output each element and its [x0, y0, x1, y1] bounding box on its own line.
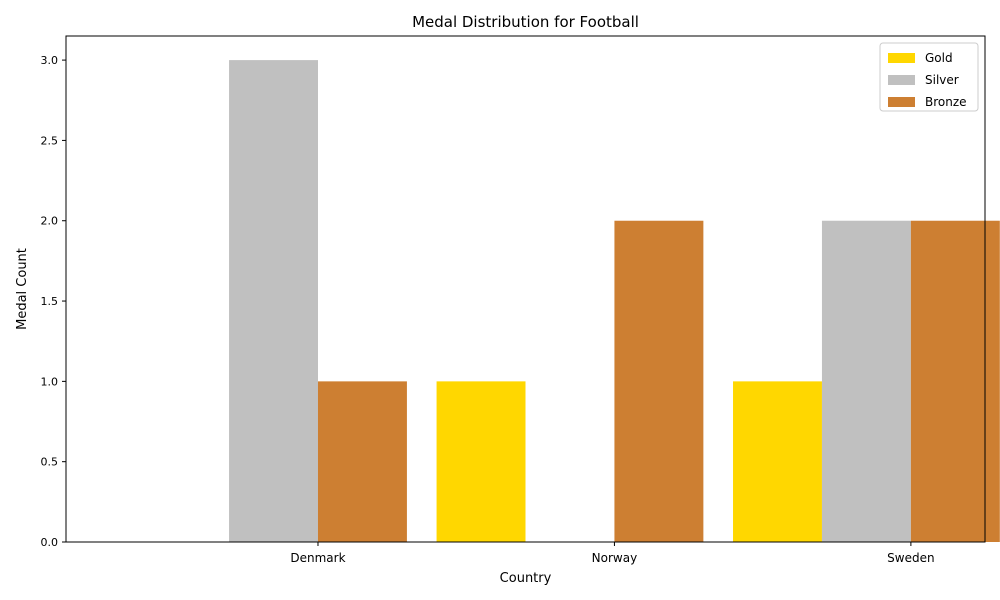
y-tick-label: 1.0 [41, 375, 59, 388]
bar-silver-denmark [229, 60, 318, 542]
y-tick-label: 3.0 [41, 54, 59, 67]
x-axis: Denmark Norway Sweden [290, 542, 935, 565]
legend-swatch-bronze [888, 97, 915, 107]
y-axis: 0.0 0.5 1.0 1.5 2.0 2.5 3.0 [41, 54, 66, 549]
legend: Gold Silver Bronze [879, 42, 979, 112]
chart-title: Medal Distribution for Football [412, 13, 639, 31]
y-tick-label: 1.5 [41, 295, 59, 308]
plot-frame [65, 35, 986, 543]
legend-swatch-gold [888, 53, 915, 63]
bar-gold-sweden [733, 381, 822, 542]
bar-silver-sweden [821, 220, 911, 542]
bar-bronze-denmark [317, 381, 407, 542]
legend-label-silver: Silver [925, 73, 959, 87]
y-tick-label: 0.5 [41, 456, 59, 469]
x-axis-label: Country [500, 571, 552, 586]
x-tick-label: Norway [592, 551, 638, 565]
y-tick-label: 0.0 [41, 536, 59, 549]
y-tick-label: 2.5 [41, 134, 59, 147]
y-tick-label: 2.0 [41, 215, 59, 228]
bar-bronze-sweden [910, 220, 1000, 542]
bar-gold-norway [436, 381, 526, 542]
x-tick-label: Sweden [887, 551, 934, 565]
legend-label-bronze: Bronze [925, 95, 967, 109]
legend-label-gold: Gold [925, 51, 953, 65]
bar-bronze-norway [614, 220, 704, 542]
y-axis-label: Medal Count [15, 248, 30, 330]
bars-layer [229, 60, 1000, 542]
legend-swatch-silver [888, 75, 915, 85]
x-tick-label: Denmark [290, 551, 345, 565]
